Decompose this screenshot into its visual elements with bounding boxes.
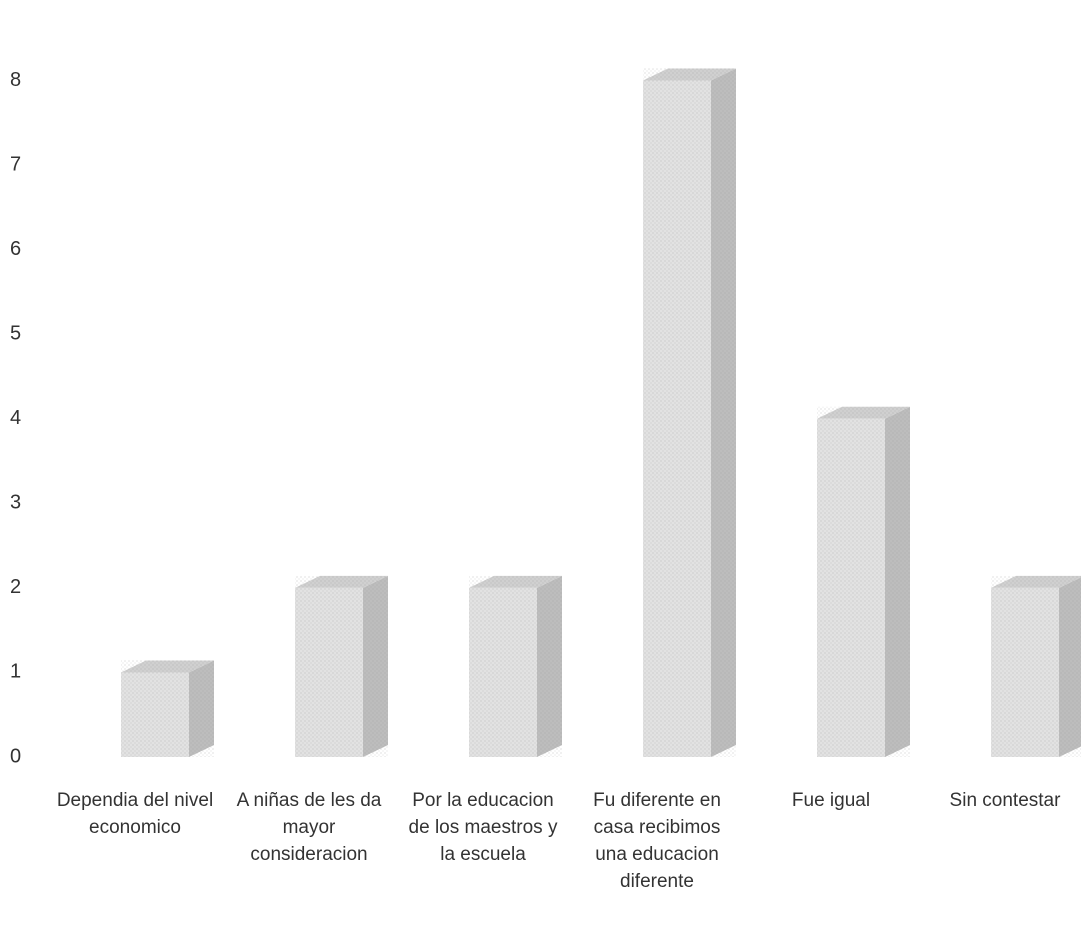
x-tick-label: A niñas de les da mayor consideracion (236, 790, 382, 865)
y-tick-label: 3 (10, 492, 21, 514)
y-tick-label: 2 (10, 576, 21, 598)
bar (469, 575, 562, 757)
y-tick-label: 1 (10, 661, 21, 683)
y-tick-label: 8 (10, 69, 21, 91)
y-tick-label: 4 (10, 407, 21, 429)
x-tick-label: Fue igual (791, 790, 871, 811)
bar (643, 68, 736, 758)
bar-texture (991, 575, 1081, 757)
y-tick-label: 7 (10, 153, 21, 175)
bar-texture (121, 660, 214, 757)
y-tick-label: 5 (10, 323, 21, 345)
y-tick-label: 6 (10, 238, 21, 260)
y-tick-label: 0 (10, 745, 21, 767)
bar-texture (469, 575, 562, 757)
bar-texture (643, 68, 736, 758)
bar-texture (817, 406, 910, 757)
x-tick-label: Dependia del nivel economico (56, 790, 214, 838)
x-tick-label: Por la educacion de los maestros y la es… (408, 790, 558, 865)
x-tick-label: Fu diferente en casa recibimos una educa… (593, 790, 721, 892)
bar (121, 660, 214, 757)
x-tick-label: Sin contestar (949, 790, 1061, 811)
bar (295, 575, 388, 757)
bar (817, 406, 910, 757)
bar (991, 575, 1081, 757)
bar-texture (295, 575, 388, 757)
